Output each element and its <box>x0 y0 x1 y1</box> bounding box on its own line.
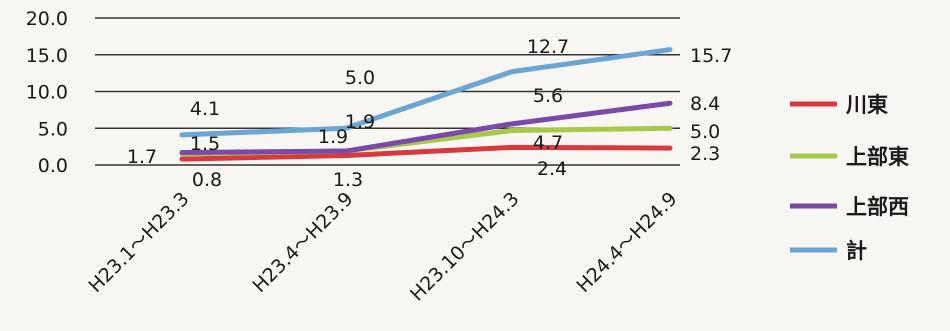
y-tick-label: 20.0 <box>26 8 68 30</box>
legend-label: 上部西 <box>846 195 909 219</box>
data-label: 1.5 <box>190 133 220 155</box>
data-label: 5.0 <box>345 67 375 89</box>
legend-label: 川東 <box>845 93 888 117</box>
x-tick-label: H23.1～H23.3 <box>85 188 194 297</box>
legend-label: 計 <box>846 239 867 263</box>
x-tick-label: H23.4～H23.9 <box>249 188 358 297</box>
series-lines <box>179 47 673 162</box>
series-line-2 <box>179 100 673 156</box>
data-label: 15.7 <box>690 45 732 67</box>
y-axis: 0.0 5.0 10.0 15.0 20.0 <box>26 8 68 177</box>
data-label: 2.4 <box>537 158 567 180</box>
legend-label: 上部東 <box>846 145 909 169</box>
data-label: 1.7 <box>127 146 157 168</box>
y-tick-label: 15.0 <box>26 45 68 67</box>
data-label: 8.4 <box>690 93 720 115</box>
data-label: 2.3 <box>690 143 720 165</box>
data-label: 5.0 <box>690 121 720 143</box>
y-tick-label: 10.0 <box>26 82 68 104</box>
y-tick-label: 5.0 <box>38 118 68 140</box>
series-line-3 <box>179 47 673 138</box>
data-label: 0.8 <box>192 169 222 191</box>
data-label: 5.6 <box>533 85 563 107</box>
data-label: 4.7 <box>533 132 563 154</box>
data-label: 1.9 <box>345 111 375 133</box>
data-labels: 0.8 1.3 2.4 2.3 1.5 1.9 4.7 5.0 1.7 1.9 5.6 8.4 4.1 5… <box>127 36 732 191</box>
series-line-0 <box>179 144 673 162</box>
data-label: 4.1 <box>190 98 220 120</box>
data-label: 1.9 <box>318 126 348 148</box>
data-label: 1.3 <box>333 169 363 191</box>
y-tick-label: 0.0 <box>38 155 68 177</box>
x-axis: H23.1～H23.3 H23.4～H23.9 H23.10～H24.3 H24.4～… <box>85 188 682 306</box>
x-tick-label: H24.4～H24.9 <box>573 188 682 297</box>
data-label: 12.7 <box>527 36 569 58</box>
x-tick-label: H23.10～H24.3 <box>406 188 524 306</box>
